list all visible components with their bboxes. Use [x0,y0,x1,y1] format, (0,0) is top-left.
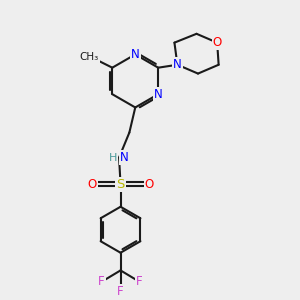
Text: F: F [136,274,143,288]
Text: S: S [116,178,125,190]
Text: N: N [154,88,163,101]
Text: N: N [120,151,129,164]
Text: CH₃: CH₃ [80,52,99,62]
Text: N: N [173,58,182,71]
Text: O: O [145,178,154,190]
Text: N: N [173,58,182,71]
Text: O: O [212,36,222,49]
Text: F: F [98,274,105,288]
Text: F: F [117,284,124,298]
Text: H: H [108,153,117,163]
Text: O: O [87,178,97,190]
Text: N: N [131,48,140,61]
